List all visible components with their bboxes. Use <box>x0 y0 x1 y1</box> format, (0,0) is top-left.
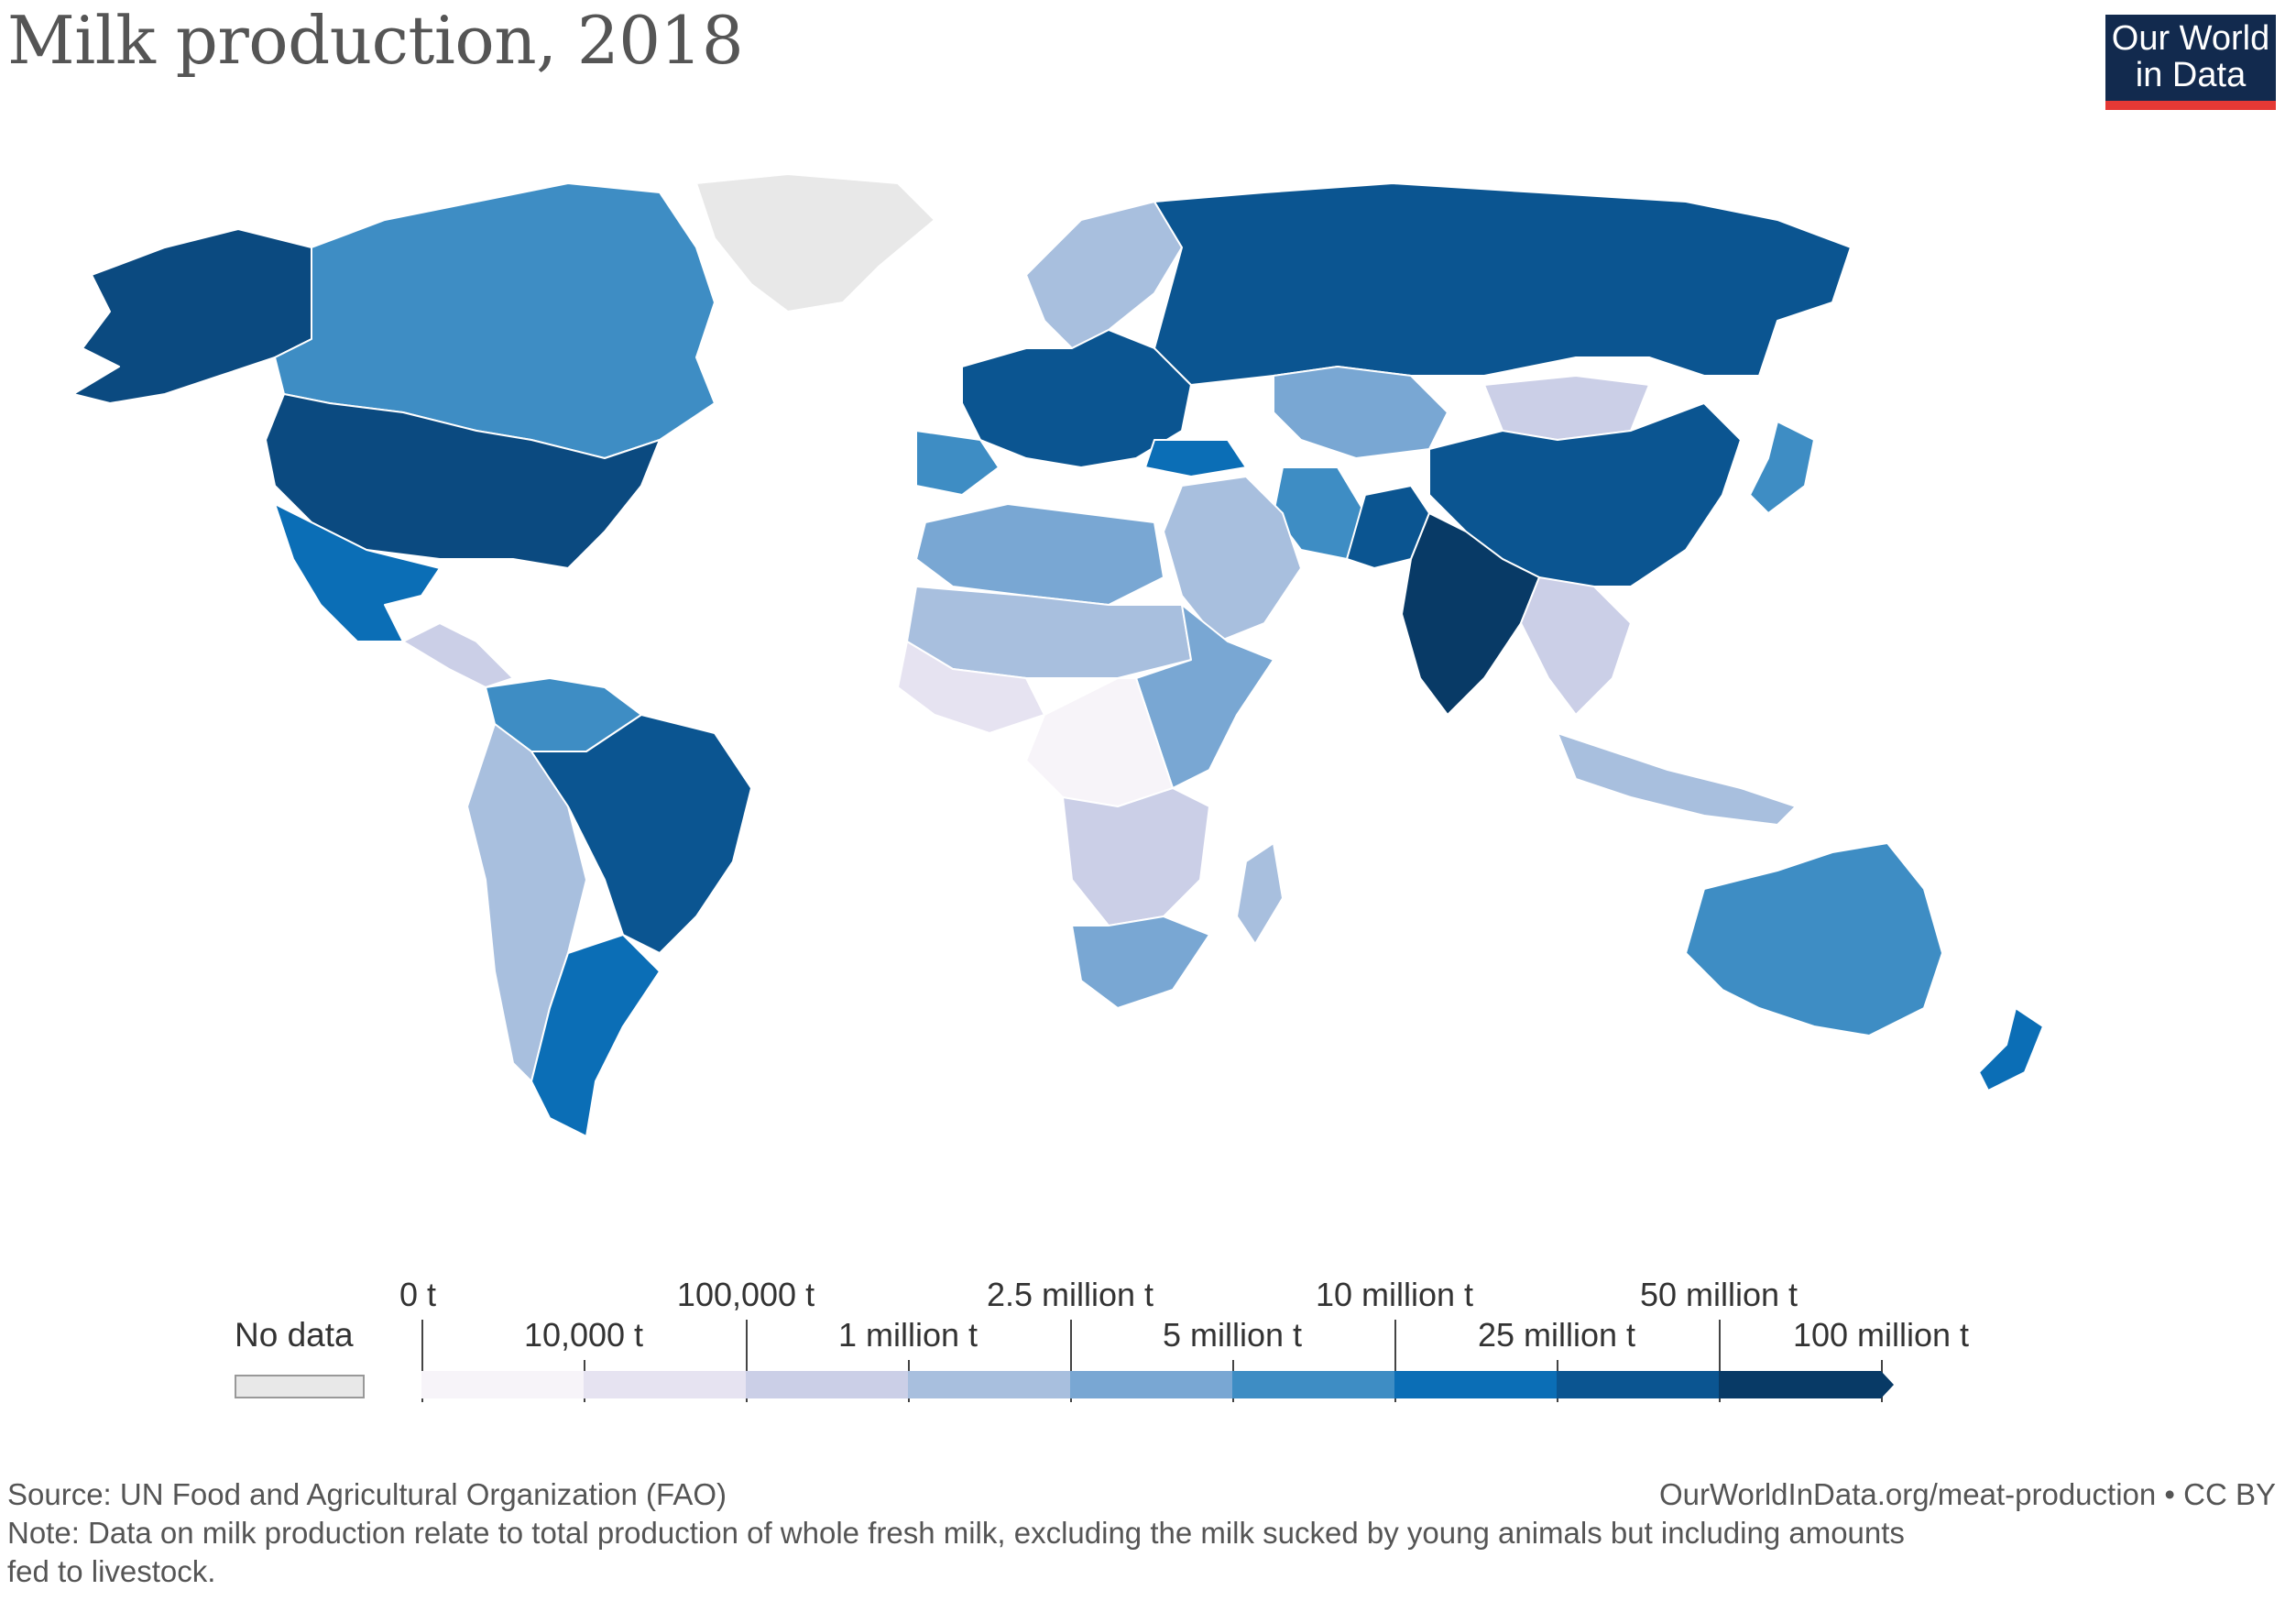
region-west-africa[interactable] <box>897 641 1045 734</box>
region-russia[interactable] <box>1153 182 1852 386</box>
world-map <box>72 173 2044 1137</box>
region-usa[interactable] <box>265 393 661 569</box>
logo-line2: in Data <box>2135 56 2247 94</box>
legend-bin-3 <box>908 1371 1070 1398</box>
region-southern-africa[interactable] <box>1062 787 1210 927</box>
attribution-link[interactable]: OurWorldInData.org/meat-production • CC … <box>1658 1477 2276 1511</box>
region-japan[interactable] <box>1749 421 1815 514</box>
region-iberia[interactable] <box>915 430 1000 496</box>
region-north-africa[interactable] <box>915 503 1164 606</box>
legend-label-4: 2.5 million t <box>986 1276 1154 1313</box>
chart-title: Milk production, 2018 <box>7 2 744 79</box>
region-madagascar[interactable] <box>1236 842 1284 945</box>
legend-bin-4 <box>1070 1371 1232 1398</box>
region-east-africa[interactable] <box>1135 604 1274 789</box>
logo-line1: Our World <box>2111 19 2270 58</box>
region-middle-east[interactable] <box>1163 476 1302 642</box>
legend-bin-1 <box>584 1371 746 1398</box>
legend-no-data-label: No data <box>235 1316 354 1354</box>
region-brazil[interactable] <box>530 714 752 954</box>
legend-label-0: 0 t <box>399 1276 437 1313</box>
legend-arrow <box>1881 1371 1894 1398</box>
legend-color-scale <box>421 1371 1894 1398</box>
region-sahel[interactable] <box>906 586 1192 679</box>
region-australia[interactable] <box>1685 842 1943 1036</box>
owid-logo[interactable]: Our World in Data <box>2105 15 2276 110</box>
legend-tick-2 <box>746 1320 748 1402</box>
note-text-line1: Note: Data on milk production relate to … <box>7 1516 1905 1550</box>
region-south-africa[interactable] <box>1071 916 1210 1009</box>
region-new-zealand[interactable] <box>1978 1007 2044 1091</box>
legend-bin-0 <box>421 1371 584 1398</box>
legend-tick-4 <box>1070 1320 1072 1402</box>
legend-bin-8 <box>1719 1371 1881 1398</box>
note-text-line2: fed to livestock. <box>7 1554 216 1588</box>
source-text: Source: UN Food and Agricultural Organiz… <box>7 1477 727 1511</box>
region-southeast-asia[interactable] <box>1520 576 1632 716</box>
region-mexico[interactable] <box>274 503 441 642</box>
region-turkey[interactable] <box>1144 439 1247 477</box>
region-mongolia[interactable] <box>1483 375 1650 441</box>
legend-label-7: 25 million t <box>1477 1316 1636 1354</box>
legend-no-data-swatch <box>235 1375 365 1398</box>
region-kazakhstan[interactable] <box>1273 366 1449 459</box>
legend-tick-8 <box>1719 1320 1721 1402</box>
legend-bin-6 <box>1394 1371 1557 1398</box>
region-alaska[interactable] <box>72 228 312 404</box>
legend-label-1: 10,000 t <box>523 1316 644 1354</box>
region-greenland[interactable] <box>695 173 935 313</box>
region-scandinavia[interactable] <box>1025 201 1183 349</box>
region-indonesia[interactable] <box>1557 732 1797 826</box>
legend-tick-6 <box>1394 1320 1396 1402</box>
legend-bin-7 <box>1557 1371 1719 1398</box>
legend-label-3: 1 million t <box>837 1316 979 1354</box>
legend-label-8: 50 million t <box>1639 1276 1799 1313</box>
legend-label-9: 100 million t <box>1792 1316 1970 1354</box>
region-central-america[interactable] <box>402 622 514 688</box>
legend-label-5: 5 million t <box>1162 1316 1303 1354</box>
logo-red-bar <box>2105 101 2276 110</box>
legend-bin-5 <box>1232 1371 1394 1398</box>
region-argentina[interactable] <box>530 934 661 1137</box>
legend-label-6: 10 million t <box>1315 1276 1474 1313</box>
legend-tick-0 <box>421 1320 423 1402</box>
legend-bin-2 <box>746 1371 908 1398</box>
legend-label-2: 100,000 t <box>676 1276 815 1313</box>
